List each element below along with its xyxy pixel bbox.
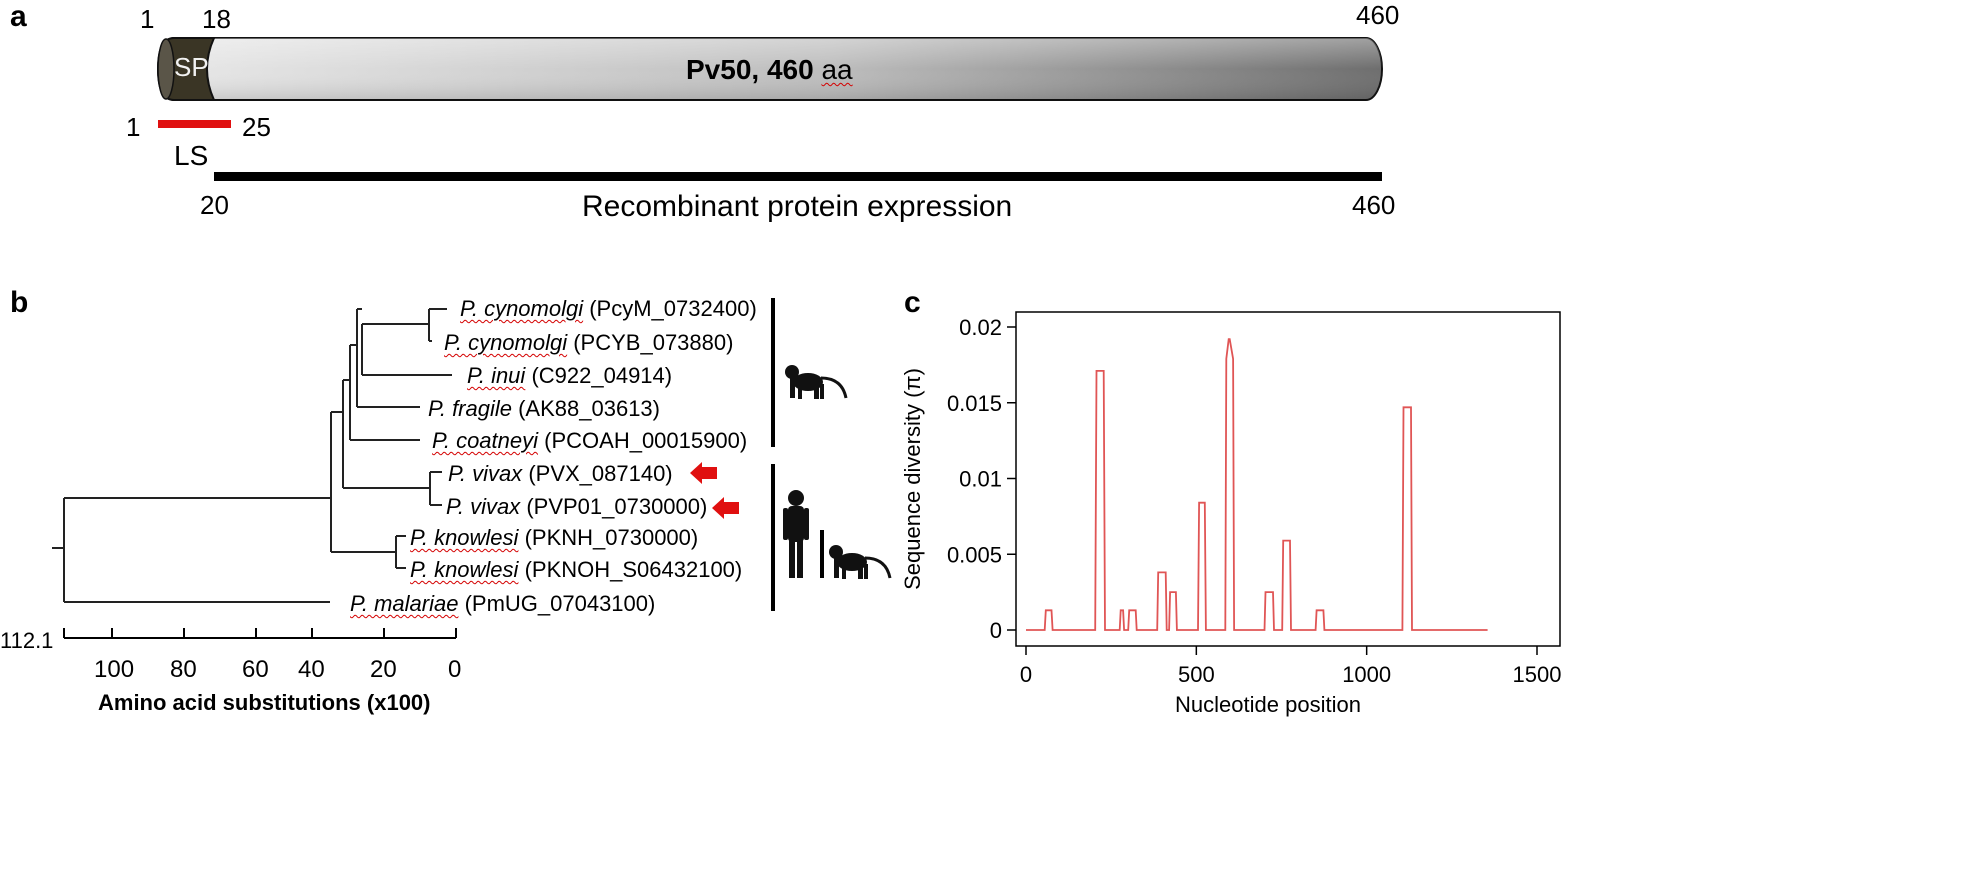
ls-end-label: 25 (242, 112, 271, 142)
monkey-icon (785, 365, 848, 399)
y-tick-label: 0.01 (959, 467, 1002, 492)
leaf-gene: (PCOAH_00015900) (544, 428, 748, 453)
tree-axis-title: Amino acid substitutions (x100) (98, 690, 431, 715)
leaf-species: P. knowlesi (410, 557, 519, 582)
leaf-label: P. knowlesi (PKNOH_S06432100) (410, 557, 742, 583)
axis-tick-label: 20 (370, 656, 397, 683)
y-tick-label: 0 (990, 618, 1002, 643)
axis-tick-label: 0 (448, 656, 462, 683)
x-tick-label: 0 (1020, 662, 1032, 687)
leaf-species: P. cynomolgi (444, 330, 568, 355)
x-tick-label: 1000 (1342, 662, 1391, 687)
leaf-gene: (PVP01_0730000) (526, 494, 708, 519)
axis-tick-label: 100 (94, 656, 135, 683)
x-axis-title: Nucleotide position (1175, 692, 1361, 717)
leaf-species: P. inui (467, 363, 526, 388)
axis-tick-label: 60 (242, 656, 269, 683)
x-tick-label: 1500 (1513, 662, 1562, 687)
y-tick-label: 0.015 (947, 391, 1002, 416)
pos-end-label: 460 (1356, 0, 1400, 30)
ls-start-label: 1 (126, 112, 141, 142)
leaf-gene: (PVX_087140) (528, 461, 673, 486)
leaf-gene: (PmUG_07043100) (464, 591, 656, 616)
leaf-gene: (PCYB_073880) (573, 330, 734, 355)
tree-branches (52, 308, 452, 603)
pos-sp-end-label: 18 (202, 4, 231, 34)
leaf-species: P. malariae (350, 591, 459, 616)
arrow-icon (712, 497, 739, 519)
leaf-species: P. knowlesi (410, 525, 519, 550)
pos-start-label: 1 (140, 4, 155, 34)
recomb-label: Recombinant protein expression (582, 190, 1013, 223)
y-tick-label: 0.005 (947, 542, 1002, 567)
leaf-species: P. cynomolgi (460, 296, 584, 321)
leaf-gene: (AK88_03613) (518, 396, 660, 421)
protein-diagram (156, 37, 1383, 181)
leaf-label: P. cynomolgi (PcyM_0732400) (460, 296, 757, 322)
signal-peptide-label: SP (174, 52, 209, 82)
leaf-species: P. vivax (446, 494, 521, 519)
y-tick-label: 0.02 (959, 315, 1002, 340)
ls-bar (158, 120, 231, 128)
ls-label: LS (174, 140, 209, 171)
tree-axis (63, 628, 457, 639)
protein-name-label: Pv50, 460 aa (686, 54, 853, 86)
x-tick-label: 500 (1178, 662, 1215, 687)
leaf-gene: (PKNH_0730000) (524, 525, 699, 550)
protein-name-part: Pv50, 460 (686, 54, 822, 85)
recomb-end-label: 460 (1352, 190, 1396, 220)
leaf-label: P. coatneyi (PCOAH_00015900) (432, 428, 747, 454)
arrow-icon (690, 462, 717, 484)
protein-cylinder (157, 37, 1383, 101)
leaf-species: P. vivax (448, 461, 523, 486)
leaf-species: P. fragile (428, 396, 512, 421)
recombinant-bar (214, 172, 1382, 181)
leaf-label: P. cynomolgi (PCYB_073880) (444, 330, 733, 356)
leaf-species: P. coatneyi (432, 428, 539, 453)
panel-label-b: b (10, 286, 29, 319)
leaf-gene: (C922_04914) (531, 363, 673, 388)
leaf-label: P. vivax (PVP01_0730000) (446, 494, 707, 520)
leaf-label: P. fragile (AK88_03613) (428, 396, 660, 422)
leaf-label: P. malariae (PmUG_07043100) (350, 591, 655, 617)
signal-peptide-segment (156, 37, 216, 101)
leaf-label: P. vivax (PVX_087140) (448, 461, 673, 487)
monkey-icon (829, 545, 892, 579)
leaf-label: P. inui (C922_04914) (467, 363, 672, 389)
recomb-start-label: 20 (200, 190, 229, 220)
leaf-label: P. knowlesi (PKNH_0730000) (410, 525, 698, 551)
panel-label-a: a (10, 0, 27, 33)
plot-frame (1015, 311, 1561, 647)
leaf-gene: (PKNOH_S06432100) (524, 557, 743, 582)
axis-tick-label: 80 (170, 656, 197, 683)
root-value-label: 112.1 (0, 628, 54, 653)
protein-unit-part: aa (821, 54, 853, 85)
diversity-series-line (1026, 338, 1488, 631)
panel-label-c: c (904, 286, 921, 319)
axis-tick-label: 40 (298, 656, 325, 683)
leaf-gene: (PcyM_0732400) (589, 296, 757, 321)
y-axis-title: Sequence diversity (π) (900, 368, 925, 590)
human-icon (783, 490, 809, 578)
